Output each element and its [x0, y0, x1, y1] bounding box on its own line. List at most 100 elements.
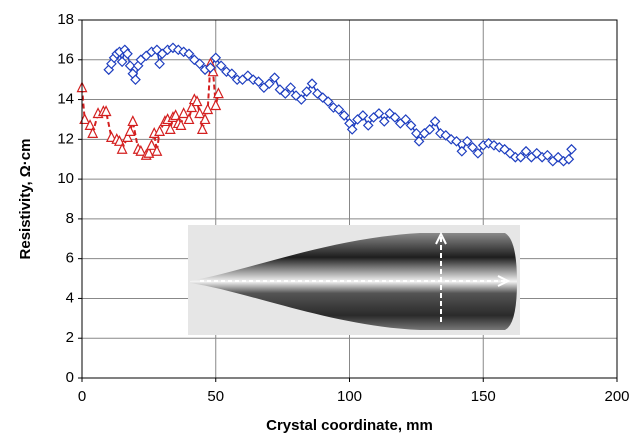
y-tick-label: 2	[66, 329, 74, 346]
data-point	[456, 145, 468, 157]
data-point	[87, 127, 99, 138]
data-point	[194, 107, 206, 119]
data-point	[189, 54, 200, 66]
data-point	[301, 86, 313, 97]
data-point	[146, 138, 158, 150]
data-point	[196, 123, 208, 134]
data-point	[263, 78, 275, 89]
data-point	[178, 107, 190, 119]
data-point	[296, 94, 307, 105]
data-point	[122, 131, 133, 142]
data-point	[346, 124, 358, 135]
x-tick-label: 150	[471, 388, 496, 405]
data-point	[504, 147, 516, 159]
data-point	[333, 104, 345, 115]
data-point	[191, 95, 203, 107]
data-point	[253, 76, 264, 88]
data-point	[279, 88, 291, 99]
data-point	[306, 78, 318, 89]
data-point	[113, 134, 125, 146]
data-point	[143, 146, 155, 158]
data-point	[116, 142, 128, 154]
data-point	[124, 60, 136, 72]
arrow-head	[497, 275, 511, 287]
data-point	[154, 125, 166, 136]
data-point	[413, 135, 425, 147]
data-point	[357, 110, 369, 121]
data-point	[269, 72, 280, 84]
data-point	[199, 113, 211, 125]
data-point	[183, 48, 195, 60]
data-point	[542, 149, 553, 161]
data-point	[563, 153, 575, 165]
y-tick-label: 16	[57, 51, 74, 68]
data-point	[467, 141, 478, 153]
data-point	[135, 144, 147, 156]
x-tick-label: 0	[78, 388, 86, 405]
x-tick-label: 50	[207, 388, 224, 405]
x-tick-label: 100	[337, 388, 362, 405]
x-tick-label: 200	[604, 388, 629, 405]
data-point	[215, 60, 227, 72]
data-point	[531, 147, 543, 159]
crystal-shape	[190, 233, 517, 330]
data-point	[435, 128, 446, 139]
data-point	[151, 144, 163, 156]
y-tick-label: 14	[57, 91, 74, 108]
data-point	[105, 131, 117, 142]
data-point	[499, 143, 510, 155]
data-point	[242, 70, 254, 82]
data-point	[285, 82, 296, 93]
x-axis-title: Crystal coordinate, mm	[266, 417, 433, 434]
data-point	[378, 116, 390, 127]
data-point	[175, 119, 187, 131]
data-point	[515, 151, 527, 163]
y-tick-label: 8	[66, 210, 74, 227]
data-point	[322, 96, 334, 107]
data-point	[84, 119, 96, 131]
data-point	[210, 52, 222, 64]
data-point	[338, 110, 350, 121]
series-line	[108, 47, 573, 163]
data-point	[194, 58, 206, 70]
data-point	[411, 128, 422, 139]
data-point	[566, 143, 577, 155]
y-tick-label: 12	[57, 130, 74, 147]
data-point	[461, 135, 473, 147]
data-point	[164, 123, 176, 134]
data-point	[116, 56, 128, 68]
data-point	[472, 147, 484, 159]
y-axis-title: Resistivity, Ω·cm	[17, 139, 34, 260]
data-point	[400, 114, 412, 125]
data-point	[440, 130, 452, 141]
data-point	[170, 109, 182, 121]
data-point	[317, 92, 329, 103]
y-tick-label: 6	[66, 250, 74, 267]
data-point	[154, 58, 165, 70]
data-point	[212, 87, 224, 99]
y-tick-label: 0	[66, 369, 74, 386]
data-point	[493, 141, 505, 153]
data-point	[205, 62, 216, 74]
data-point	[384, 108, 395, 119]
data-point	[127, 115, 139, 127]
data-point	[100, 105, 112, 117]
data-point	[362, 120, 374, 131]
data-point	[183, 113, 195, 125]
y-tick-label: 18	[57, 11, 74, 28]
y-tick-label: 4	[66, 289, 74, 306]
data-point	[186, 101, 198, 113]
crystal-photo	[188, 225, 520, 335]
data-point	[312, 88, 323, 99]
data-point	[520, 145, 532, 157]
data-point	[373, 108, 385, 119]
data-point	[405, 120, 417, 131]
data-point	[124, 125, 136, 136]
data-point	[210, 99, 222, 111]
data-point	[451, 135, 462, 147]
data-point	[429, 116, 441, 127]
data-point	[247, 74, 259, 86]
data-point	[202, 103, 214, 115]
data-point	[424, 124, 436, 135]
